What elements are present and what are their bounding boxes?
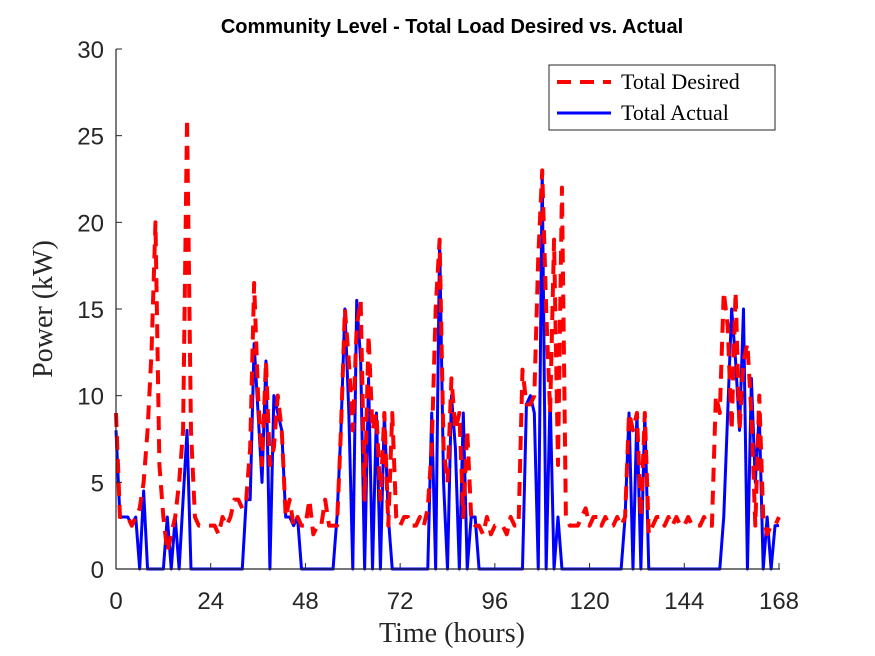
x-tick-label: 48 [292,588,319,615]
legend-label: Total Actual [621,100,729,125]
y-tick-label: 15 [77,297,104,324]
legend-label: Total Desired [621,69,740,94]
y-tick-label: 5 [91,470,104,497]
y-tick-label: 30 [77,37,104,64]
x-axis-label: Time (hours) [379,618,525,649]
y-tick-label: 10 [77,384,104,411]
legend-box [548,64,776,131]
x-tick-label: 72 [387,588,414,615]
chart-title: Community Level - Total Load Desired vs.… [221,16,683,38]
x-tick-label: 96 [482,588,509,615]
x-tick-label: 0 [109,588,122,615]
x-tick-label: 168 [759,588,799,615]
x-tick-label: 24 [197,588,224,615]
y-tick-label: 0 [91,557,104,584]
y-tick-label: 20 [77,210,104,237]
y-axis-label: Power (kW) [28,240,59,378]
x-tick-label: 120 [570,588,610,615]
data-line [114,116,781,554]
x-tick-label: 144 [664,588,704,615]
y-tick-label: 25 [77,124,104,151]
